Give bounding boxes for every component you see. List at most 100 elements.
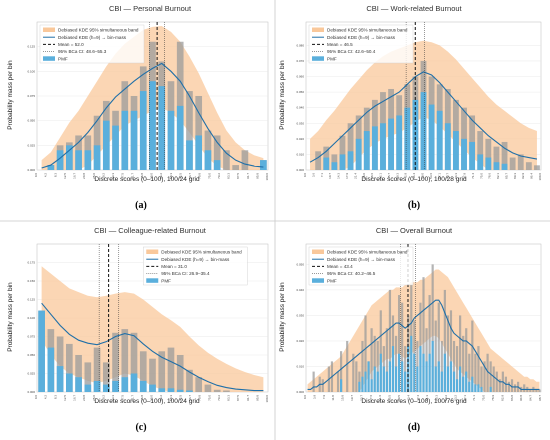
pmf-bar	[84, 150, 92, 170]
x-tick-label: 82.9	[500, 395, 504, 401]
x-tick-label: 92.9	[521, 173, 525, 179]
bin-mass-bar	[361, 340, 364, 392]
bin-mass-bar	[364, 315, 367, 392]
bin-mass-bar	[186, 91, 193, 170]
legend-label: PMF	[327, 56, 337, 61]
bin-mass-bar	[434, 320, 437, 392]
bin-mass-bar	[513, 384, 517, 392]
pmf-bar	[361, 376, 364, 392]
legend-label: PMF	[58, 56, 68, 61]
y-tick-label: 0.075	[27, 94, 35, 98]
y-tick-label: 0.070	[296, 59, 304, 63]
pmf-bar	[380, 123, 386, 170]
pmf-bar	[461, 138, 467, 170]
x-tick-label: 87.5	[236, 173, 240, 179]
pmf-bar	[66, 145, 73, 170]
y-tick-label: 0.000	[296, 168, 304, 172]
y-tick-label: 0.075	[27, 335, 35, 339]
y-tick-label: 0.010	[296, 364, 304, 368]
legend-label: Debiased KDE 95% simultaneous band	[327, 28, 408, 33]
bin-mass-bar	[66, 343, 73, 392]
y-tick-label: 0.010	[296, 152, 304, 156]
pmf-bar	[452, 371, 456, 392]
pmf-bar	[428, 353, 431, 392]
bin-mass-bar	[449, 310, 453, 392]
pmf-bar	[449, 361, 453, 392]
bin-mass-bar	[509, 157, 516, 170]
pmf-bar	[420, 92, 427, 170]
pmf-bar	[404, 107, 411, 170]
pmf-bar	[158, 86, 166, 170]
x-tick-label: 25.0	[362, 173, 366, 179]
pmf-bar	[323, 157, 330, 170]
pmf-bar	[358, 381, 361, 392]
y-tick-label: 0.000	[27, 390, 35, 394]
x-tick-label: 25.0	[92, 395, 96, 401]
pmf-bar	[84, 384, 92, 392]
x-tick-label: 83.3	[227, 173, 231, 179]
x-tick-label: 35.5	[388, 395, 392, 401]
legend-box	[39, 24, 145, 64]
bin-mass-bar	[498, 379, 501, 392]
x-tick-label: 75.0	[207, 395, 211, 401]
panel-label: (b)	[408, 200, 420, 211]
bin-mass-bar	[139, 351, 147, 392]
pmf-bar	[56, 366, 64, 392]
x-tick-label: 95.8	[255, 395, 259, 401]
x-tick-label: 7.1	[320, 173, 324, 178]
bin-mass-bar	[535, 389, 538, 392]
bin-mass-bar	[492, 366, 495, 392]
bin-mass-bar	[394, 335, 398, 392]
chart-panel-2: 0.000 0.010 0.020 0.030 0.040 0.050 0.060 0.070…	[279, 4, 542, 211]
legend-swatch-pmf	[146, 278, 159, 283]
bin-mass-bar	[195, 377, 203, 392]
legend: Debiased KDE 95% simultaneous band Debias…	[143, 246, 248, 286]
pmf-bar	[388, 118, 395, 170]
pmf-bar	[371, 126, 378, 170]
legend-label: Debiased KDE (h=9) → bin-mass	[58, 35, 127, 40]
x-tick-label: 79.2	[217, 173, 221, 179]
x-tick-label: 75.0	[482, 395, 486, 401]
x-tick-label: 75.0	[207, 173, 211, 179]
bin-mass-bar	[468, 353, 471, 392]
x-tick-label: 20.8	[82, 173, 86, 179]
pmf-bar	[130, 373, 138, 392]
x-tick-label: 66.7	[188, 173, 192, 179]
y-axis-label: Probability mass per bin	[7, 282, 14, 352]
x-tick-label: 37.5	[121, 173, 125, 179]
bin-mass-bar	[204, 384, 212, 392]
bin-mass-bar	[517, 154, 524, 170]
y-tick-label: 0.060	[296, 75, 304, 79]
kde-line	[309, 71, 538, 163]
x-axis-label: Discrete scores (0–100), 100/24 grid	[94, 398, 200, 405]
pmf-bar	[440, 371, 443, 392]
pmf-bar	[388, 361, 392, 392]
bin-mass-bar	[336, 371, 340, 392]
bin-mass-bar	[195, 96, 203, 170]
pmf-bar	[436, 110, 443, 170]
bin-mass-bar	[474, 353, 477, 392]
pmf-bar	[176, 105, 184, 170]
panel-label: (d)	[408, 422, 420, 433]
y-tick-label: 0.175	[27, 261, 35, 265]
x-tick-label: 54.2	[159, 395, 163, 401]
bin-mass-bar	[213, 135, 221, 170]
x-tick-label: 0.0	[303, 395, 307, 400]
x-tick-label: 91.7	[246, 395, 250, 401]
bin-mass-bar	[339, 135, 346, 170]
x-tick-label: 10.7	[328, 173, 332, 179]
chart-title: CBI — Personal Burnout	[109, 4, 192, 13]
x-tick-label: 39.5	[397, 395, 401, 401]
pmf-bar	[462, 376, 465, 392]
y-tick-label: 0.025	[27, 143, 35, 147]
y-tick-label: 0.150	[27, 279, 35, 283]
x-tick-label: 41.7	[130, 395, 134, 401]
pmf-bar	[130, 110, 138, 170]
x-tick-label: 78.6	[488, 173, 492, 179]
pmf-bar	[373, 366, 376, 392]
bin-mass-bar	[401, 302, 404, 392]
bin-mass-bar	[443, 289, 446, 392]
legend-label: Debiased KDE (h=9) → bin-mass	[161, 257, 230, 262]
pmf-bar	[139, 380, 147, 392]
